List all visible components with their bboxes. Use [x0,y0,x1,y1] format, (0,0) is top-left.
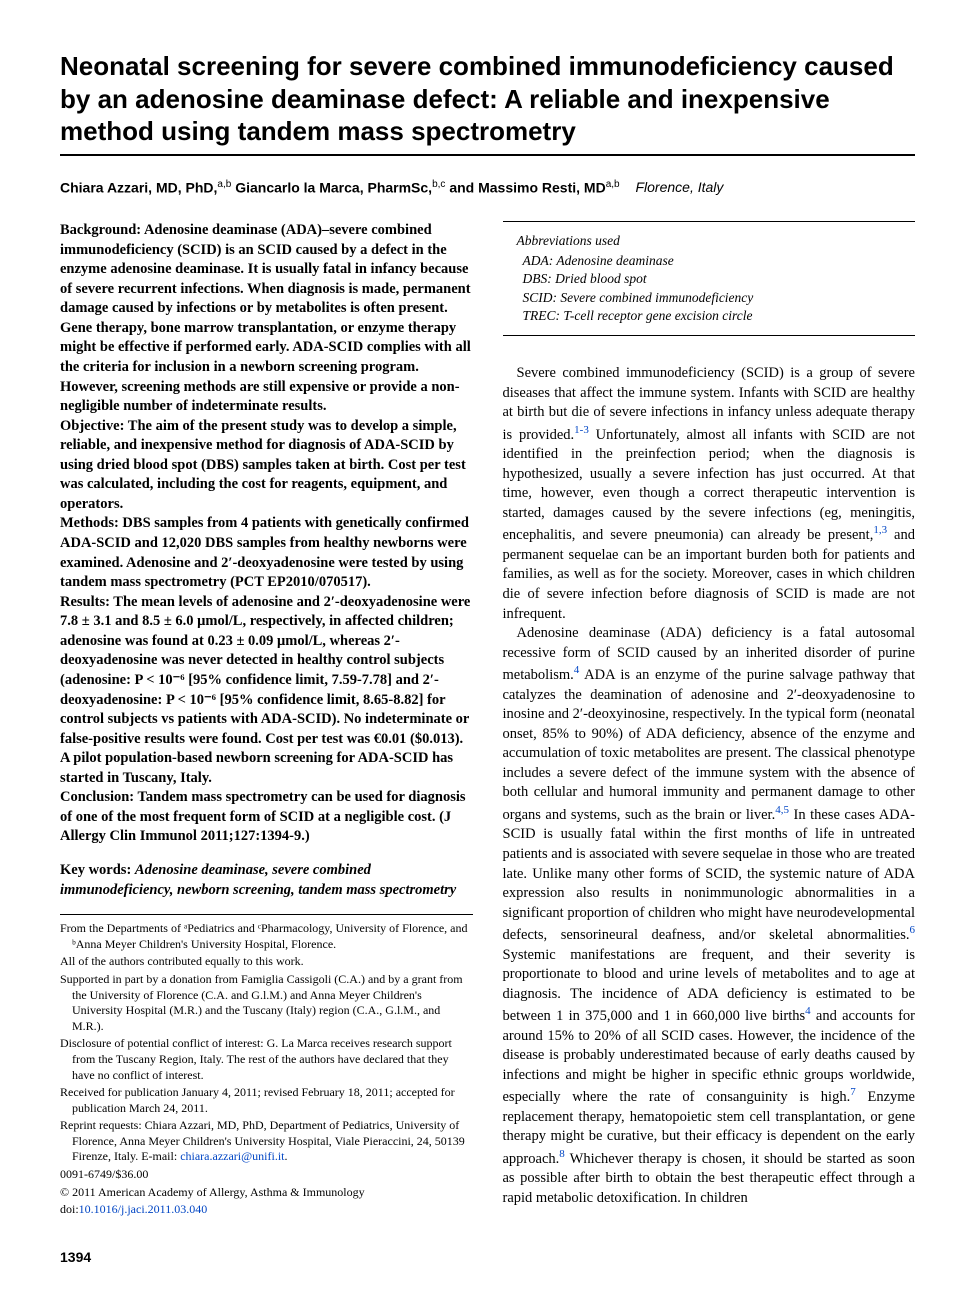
ref-1-3b[interactable]: 1,3 [873,524,887,536]
body-text: Severe combined immunodeficiency (SCID) … [503,364,916,1208]
right-column: Abbreviations used ADA: Adenosine deamin… [503,221,916,1220]
ref-1-3[interactable]: 1-3 [574,424,589,436]
body-p2c: In these cases ADA-SCID is usually fatal… [503,807,916,943]
abbrev-row-dbs: DBS: Dried blood spot [517,270,902,288]
abbrev-title: Abbreviations used [517,232,902,250]
body-p2g: Whichever therapy is chosen, it should b… [503,1151,916,1206]
footnote-reprint: Reprint requests: Chiara Azzari, MD, PhD… [60,1118,473,1165]
footnote-received: Received for publication January 4, 2011… [60,1085,473,1116]
ref-6[interactable]: 6 [910,924,916,936]
authors-line: Chiara Azzari, MD, PhD,a,b Giancarlo la … [60,178,915,198]
abbreviations-box: Abbreviations used ADA: Adenosine deamin… [503,221,916,336]
body-p1b: Unfortunately, almost all infants with S… [503,427,916,544]
author-1-aff: a,b [217,179,231,190]
footnote-disclosure: Disclosure of potential conflict of inte… [60,1036,473,1083]
footnote-contrib: All of the authors contributed equally t… [60,954,473,970]
author-3: Massimo Resti, MD [478,179,606,195]
author-1: Chiara Azzari, MD, PhD, [60,179,217,195]
page-number: 1394 [60,1248,915,1267]
abstract: Background: Adenosine deaminase (ADA)–se… [60,221,473,847]
footnote-doi: doi:10.1016/j.jaci.2011.03.040 [60,1202,473,1218]
abstract-conclusion: Conclusion: Tandem mass spectrometry can… [60,788,473,847]
reprint-email-link[interactable]: chiara.azzari@unifi.it [180,1149,284,1163]
abstract-objective: Objective: The aim of the present study … [60,417,473,515]
doi-link[interactable]: 10.1016/j.jaci.2011.03.040 [79,1202,208,1216]
keywords: Key words: Adenosine deaminase, severe c… [60,861,473,900]
author-location: Florence, Italy [635,179,723,195]
abbrev-row-scid: SCID: Severe combined immunodeficiency [517,289,902,307]
author-2: Giancarlo la Marca, PharmSc, [235,179,432,195]
abstract-methods: Methods: DBS samples from 4 patients wit… [60,514,473,592]
author-2-aff: b,c [432,179,445,190]
footnote-copyright: © 2011 American Academy of Allergy, Asth… [60,1185,473,1201]
abbrev-row-ada: ADA: Adenosine deaminase [517,252,902,270]
left-column: Background: Adenosine deaminase (ADA)–se… [60,221,473,1220]
footnote-from: From the Departments of ᵃPediatrics and … [60,921,473,952]
body-p2b: ADA is an enzyme of the purine salvage p… [503,667,916,823]
author-3-aff: a,b [606,179,620,190]
author-3-prefix: and [449,179,478,195]
keywords-label: Key words: [60,862,135,878]
body-para-2: Adenosine deaminase (ADA) deficiency is … [503,624,916,1208]
abstract-results: Results: The mean levels of adenosine an… [60,593,473,789]
ref-4-5[interactable]: 4,5 [775,804,789,816]
footnote-issn: 0091-6749/$36.00 [60,1167,473,1183]
body-para-1: Severe combined immunodeficiency (SCID) … [503,364,916,624]
footnotes: From the Departments of ᵃPediatrics and … [60,914,473,1218]
abbrev-row-trec: TREC: T-cell receptor gene excision circ… [517,307,902,325]
abstract-background: Background: Adenosine deaminase (ADA)–se… [60,221,473,417]
footnote-support: Supported in part by a donation from Fam… [60,972,473,1034]
reprint-end: . [285,1149,288,1163]
doi-label: doi: [60,1202,79,1216]
article-title: Neonatal screening for severe combined i… [60,50,915,156]
